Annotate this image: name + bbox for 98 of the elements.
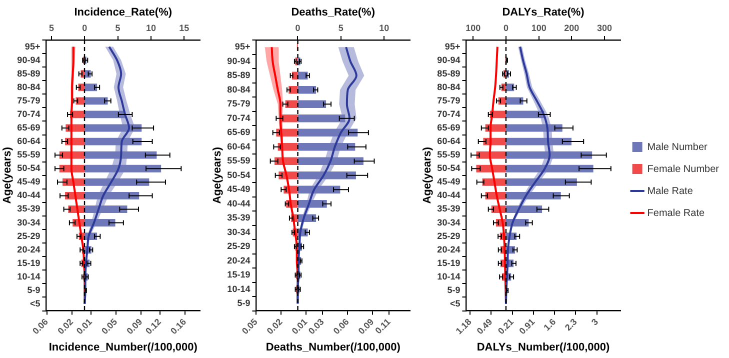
x2-tick-label: 100 [531,23,546,34]
y-tick-label: 90-94 [17,54,40,65]
y-tick-label: 40-44 [17,190,40,200]
y-tick-label: 55-59 [227,156,250,166]
y-tick-label: 25-29 [437,230,460,241]
y-tick-label: 50-54 [17,163,40,174]
y-tick-label: 85-89 [227,70,250,80]
x2-tick-label: 100 [466,23,481,34]
x2-tick-label: 300 [597,23,612,34]
x-tick-label: 0.06 [30,316,50,336]
y-tick-label: 65-69 [17,122,40,132]
x-tick-label: 1.6 [542,316,558,333]
y-tick-label: 30-34 [17,217,40,228]
y-tick-label: 90-94 [437,54,460,65]
x2-axis-title: Incidence_Rate(%) [74,6,172,19]
x-axis-title: Incidence_Number(/100,000) [48,341,198,354]
y-tick-label: 5-9 [237,298,250,308]
y-axis-title: Age(years) [2,146,14,204]
x2-axis-title: DALYs_Rate(%) [502,6,585,19]
y-tick-label: 60-64 [437,136,460,146]
y-tick-label: 75-79 [227,98,250,109]
x2-tick-label: 0 [503,23,508,34]
y-tick-label: 45-49 [17,176,40,187]
x-tick-label: 0.21 [496,316,516,336]
x-tick-label: 2.3 [562,316,579,333]
x2-tick-label: 0 [295,23,300,34]
y-tick-label: <5 [450,298,460,308]
x-tick-label: 0.11 [373,316,392,336]
y-tick-label: 10-14 [437,271,460,282]
x2-tick-label: 5 [115,23,120,34]
y-tick-label: 20-24 [227,255,250,266]
x-tick-label: 0.16 [168,316,188,336]
y-tick-label: 50-54 [227,170,250,180]
y-tick-label: 60-64 [227,141,250,152]
y-tick-label: 80-84 [17,82,40,92]
legend-label: Male Rate [647,186,694,197]
y-tick-label: 20-24 [437,244,460,254]
y-tick-label: 80-84 [437,82,460,92]
x-tick-label: 0.01 [290,316,310,336]
x2-tick-label: 0 [82,23,88,34]
y-axis-title: Age(years) [212,146,224,204]
x-tick-label: 0.09 [356,316,376,336]
y-tick-label: 80-84 [227,84,250,94]
y-tick-label: 25-29 [17,230,40,241]
y-tick-label: 60-64 [17,136,40,146]
x-tick-label: 0.01 [74,316,94,336]
y-tick-label: 90-94 [227,56,250,66]
x2-tick-label: 5 [338,23,344,34]
y-tick-label: 70-74 [437,108,460,119]
y-tick-label: 85-89 [437,68,460,78]
legend-label: Female Number [647,164,720,175]
y-tick-label: 10-14 [17,271,40,282]
x-tick-label: 0.49 [474,316,494,336]
y-tick-label: 5-9 [447,284,460,295]
y-tick-label: 30-34 [437,217,460,228]
x2-tick-label: 15 [179,23,190,34]
y-tick-label: 40-44 [437,190,460,200]
x-tick-label: 0.09 [124,316,144,336]
y-tick-label: 35-39 [17,204,40,214]
y-tick-label: 55-59 [437,150,460,160]
y-tick-label: 35-39 [227,212,250,223]
y-axis-title: Age(years) [422,146,434,204]
y-tick-label: 75-79 [437,95,460,106]
y-tick-label: 30-34 [227,226,250,237]
y-tick-label: 95+ [234,42,250,52]
x2-axis-title: Deaths_Rate(%) [291,6,376,19]
y-tick-label: 5-9 [27,284,40,295]
legend-label: Female Rate [647,208,705,219]
y-tick-label: 40-44 [227,198,250,208]
x-axis-title: Deaths_Number(/100,000) [266,341,401,354]
y-tick-label: 85-89 [17,68,40,78]
y-tick-label: 45-49 [227,184,250,194]
y-tick-label: 20-24 [17,244,40,254]
x2-tick-label: 10 [146,23,156,34]
x-tick-label: 3 [590,316,600,328]
y-tick-label: <5 [30,298,40,308]
y-tick-label: 15-19 [17,258,40,268]
y-tick-label: 15-19 [227,270,250,280]
y-tick-label: 95+ [444,41,460,52]
x2-tick-label: 10 [379,23,390,34]
y-tick-label: 10-14 [227,284,250,294]
y-tick-label: 45-49 [437,176,460,187]
y-tick-label: 95+ [24,41,40,52]
y-tick-label: 75-79 [17,95,40,106]
x-tick-label: 0.91 [517,316,537,336]
y-tick-label: 65-69 [437,122,460,132]
y-tick-label: 65-69 [227,127,250,138]
y-tick-label: 50-54 [437,163,460,174]
x2-tick-label: 200 [564,23,580,34]
x-axis-title: DALYs_Number(/100,000) [476,341,610,354]
y-tick-label: 35-39 [437,204,460,214]
y-tick-label: 70-74 [227,112,250,123]
y-tick-label: 15-19 [437,258,460,268]
y-tick-label: 70-74 [17,108,40,119]
x2-tick-label: 5 [49,23,54,34]
legend-label: Male Number [647,142,708,153]
y-tick-label: 55-59 [17,150,40,160]
y-tick-label: 25-29 [227,241,250,252]
